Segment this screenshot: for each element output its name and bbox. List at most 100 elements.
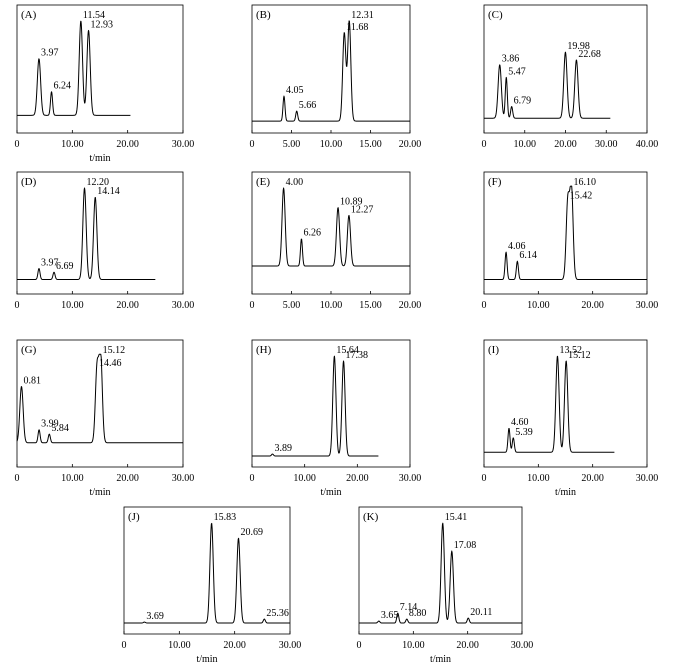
peak-label: 6.24 bbox=[54, 81, 72, 92]
peak-label: 15.42 bbox=[570, 191, 593, 202]
peak-label: 5.39 bbox=[515, 427, 533, 438]
chart-panel: (B) 0 5.00 10.00 15.00 20.00 4.05 5.66 11.6812.3… bbox=[250, 4, 422, 150]
chart-panel: (F) 0 10.00 20.00 30.00 4.066.14 15.42 16.10 bbox=[482, 171, 659, 311]
chromatogram-trace bbox=[483, 355, 615, 453]
plot-frame bbox=[358, 506, 523, 635]
plot-frame bbox=[16, 171, 184, 295]
peak-label: 12.31 bbox=[351, 10, 374, 21]
x-axis-label: t/min bbox=[555, 487, 576, 498]
chart-panel: (I) 0 10.00 20.00 30.00 t/min 4.605.39 13.5215.… bbox=[482, 339, 658, 498]
x-tick-label: 10.00 bbox=[527, 300, 550, 311]
peak-label: 16.10 bbox=[573, 177, 596, 188]
peak-label: 4.60 bbox=[511, 417, 529, 428]
panel-label: (A) bbox=[21, 9, 37, 21]
peak-label: 4.06 bbox=[508, 241, 526, 252]
panel-label: (F) bbox=[488, 176, 502, 188]
x-tick-label: 20.00 bbox=[116, 139, 139, 150]
x-tick-label: 10.00 bbox=[61, 139, 84, 150]
chart-panel: (E) 0 5.00 10.00 15.00 20.00 4.00 6.26 10.8912.2… bbox=[250, 171, 421, 311]
peak-label: 8.80 bbox=[409, 608, 427, 619]
peak-label: 6.14 bbox=[519, 250, 537, 261]
x-tick-label: 20.00 bbox=[399, 139, 422, 150]
peak-label: 10.89 bbox=[340, 197, 363, 208]
x-tick-label: 10.00 bbox=[293, 473, 316, 484]
plot-frame bbox=[251, 171, 411, 295]
plot-frame bbox=[483, 339, 648, 468]
peak-label: 4.05 bbox=[286, 85, 304, 96]
x-tick-label: 30.00 bbox=[172, 300, 195, 311]
x-tick-label: 10.00 bbox=[320, 300, 343, 311]
chromatogram-trace bbox=[483, 51, 611, 119]
x-tick-label: 10.00 bbox=[320, 139, 343, 150]
peak-label: 15.64 bbox=[336, 345, 359, 356]
x-tick-label: 0 bbox=[15, 139, 20, 150]
chromatogram-trace bbox=[358, 522, 523, 624]
plot-frame bbox=[123, 506, 291, 635]
x-tick-label: 0 bbox=[250, 473, 255, 484]
peak-label: 3.97 bbox=[41, 48, 59, 59]
panel-label: (J) bbox=[128, 511, 140, 523]
chromatogram-trace bbox=[16, 353, 184, 444]
x-tick-label: 30.00 bbox=[172, 473, 195, 484]
panel-label: (B) bbox=[256, 9, 271, 21]
x-tick-label: 0 bbox=[122, 640, 127, 651]
peak-label: 14.14 bbox=[97, 186, 120, 197]
x-tick-label: 30.00 bbox=[172, 139, 195, 150]
x-tick-label: 5.00 bbox=[283, 300, 301, 311]
peak-label: 5.47 bbox=[508, 66, 526, 77]
peak-label: 6.26 bbox=[303, 228, 321, 239]
peak-label: 6.79 bbox=[514, 96, 532, 107]
x-axis-label: t/min bbox=[196, 654, 217, 665]
x-axis-label: t/min bbox=[89, 487, 110, 498]
panel-label: (K) bbox=[363, 511, 379, 523]
x-tick-label: 0 bbox=[482, 139, 487, 150]
x-tick-label: 0 bbox=[482, 300, 487, 311]
peak-label: 15.83 bbox=[214, 512, 237, 523]
x-tick-label: 10.00 bbox=[61, 300, 84, 311]
x-tick-label: 0 bbox=[482, 473, 487, 484]
peak-label: 3.89 bbox=[274, 443, 292, 454]
panel-label: (C) bbox=[488, 9, 503, 21]
x-tick-label: 30.00 bbox=[279, 640, 302, 651]
peak-label: 3.65 bbox=[381, 610, 399, 621]
peak-label: 3.97 bbox=[41, 258, 59, 269]
peak-label: 19.98 bbox=[567, 41, 590, 52]
x-axis-label: t/min bbox=[320, 487, 341, 498]
peak-label: 6.69 bbox=[56, 261, 74, 272]
x-tick-label: 20.00 bbox=[223, 640, 246, 651]
chart-panel: (K) 0 10.00 20.00 30.00 t/min 3.657.148.80 15.4… bbox=[357, 506, 533, 665]
x-tick-label: 20.00 bbox=[456, 640, 479, 651]
panel-label: (E) bbox=[256, 176, 270, 188]
peak-label: 17.08 bbox=[454, 540, 477, 551]
peak-label: 5.84 bbox=[51, 423, 69, 434]
panel-label: (G) bbox=[21, 344, 37, 356]
peak-label: 13.52 bbox=[559, 345, 582, 356]
x-axis-label: t/min bbox=[89, 153, 110, 164]
panel-label: (I) bbox=[488, 344, 499, 356]
x-tick-label: 15.00 bbox=[359, 300, 382, 311]
peak-label: 5.66 bbox=[299, 100, 317, 111]
peak-label: 4.00 bbox=[286, 177, 304, 188]
x-tick-label: 20.00 bbox=[581, 300, 604, 311]
peak-label: 12.27 bbox=[351, 204, 374, 215]
chromatogram-trace bbox=[16, 187, 156, 280]
x-tick-label: 5.00 bbox=[283, 139, 301, 150]
peak-label: 7.14 bbox=[400, 602, 418, 613]
chromatogram-trace bbox=[483, 185, 648, 280]
chromatogram-trace bbox=[251, 20, 411, 122]
peak-label: 3.99 bbox=[41, 419, 59, 430]
chart-panel: (C) 0 10.00 20.00 30.00 40.00 3.865.47 6.79 19.9… bbox=[482, 4, 658, 150]
x-tick-label: 0 bbox=[15, 473, 20, 484]
panel-label: (D) bbox=[21, 176, 37, 188]
plot-frame bbox=[251, 339, 411, 468]
x-tick-label: 30.00 bbox=[636, 300, 659, 311]
plot-frame bbox=[16, 339, 184, 468]
peak-label: 3.86 bbox=[502, 54, 520, 65]
chart-panel: (A) 0 10.00 20.00 30.00 t/min 3.97 6.24 11.5412.… bbox=[15, 4, 195, 164]
chromatogram-trace bbox=[251, 355, 379, 457]
peak-label: 12.93 bbox=[91, 19, 114, 30]
